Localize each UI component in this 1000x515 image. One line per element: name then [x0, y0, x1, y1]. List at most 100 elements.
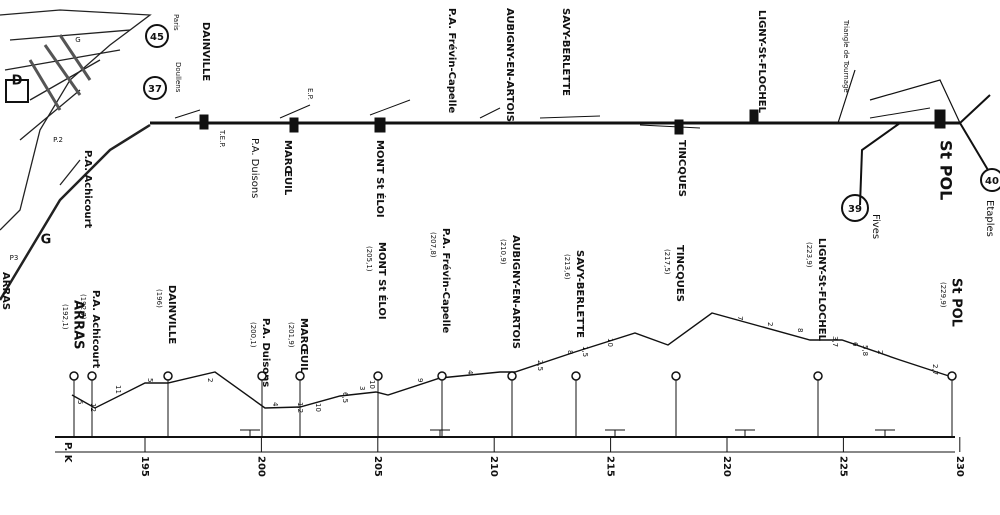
station-pk: (217,5) — [663, 249, 671, 275]
station-pk: (196) — [155, 289, 163, 308]
station-name: MONT St ÉLOI — [376, 242, 389, 320]
schematic-label: TINCQUES — [676, 140, 687, 197]
schematic-label: P3 — [10, 254, 19, 262]
station-pk: (207,8) — [429, 232, 437, 258]
station-pk: (192,1) — [61, 304, 69, 330]
gradient-label: 12 — [89, 403, 97, 412]
gradient-label: 2 — [206, 378, 214, 382]
axis-tick-label: 200 — [255, 456, 266, 477]
station-name: TINCQUES — [674, 245, 685, 302]
station-dot — [813, 371, 823, 381]
schematic-label: G — [75, 36, 80, 44]
gradient-label: 8 — [796, 328, 804, 332]
station-pk: (229,9) — [939, 282, 947, 308]
gradient-label: 5 — [76, 400, 84, 404]
schematic-label: T.E.P. — [218, 129, 226, 148]
schematic-label: Doullens — [174, 62, 182, 93]
station-pk: (192,7) — [79, 294, 87, 320]
station-dot — [257, 371, 267, 381]
station-pk: (200,1) — [249, 322, 257, 348]
axis-tick-label: 225 — [837, 456, 848, 477]
station-dot — [87, 371, 97, 381]
schematic-label: DAINVILLE — [200, 22, 211, 81]
station-dot — [437, 371, 447, 381]
schematic-label: SAVY-BERLETTE — [560, 8, 571, 96]
route-circles — [5, 24, 1000, 222]
gradient-label: 2,7 — [931, 364, 939, 375]
schematic-label: AUBIGNY-EN-ARTOIS — [504, 8, 515, 122]
axis-tick-label: 205 — [372, 456, 383, 477]
schematic-label: Etaples — [984, 200, 995, 237]
gradient-label: 10 — [606, 338, 614, 347]
schematic-label: P.A. Frévin-Capelle — [446, 8, 458, 114]
station-name: AUBIGNY-EN-ARTOIS — [510, 235, 521, 349]
station-dot — [295, 371, 305, 381]
station-name: LIGNY-St-FLOCHEL — [816, 238, 827, 342]
station-name: P.A. Frévin-Capelle — [440, 228, 452, 334]
axis-tick-label: 195 — [139, 456, 150, 477]
station-pk: (205,1) — [365, 246, 373, 272]
schematic-label: MARŒUIL — [282, 140, 293, 196]
schematic-label: Fives — [870, 214, 881, 239]
schematic-label: P.2 — [53, 136, 63, 144]
axis-tick-label: 220 — [721, 456, 732, 477]
axis-tick-label: 215 — [605, 456, 616, 477]
station-dot — [163, 371, 173, 381]
gradient-label: 2 — [876, 350, 884, 354]
station-name: ARRAS — [71, 300, 86, 350]
station-name: MARŒUIL — [298, 318, 309, 374]
schematic-label: 45 — [150, 32, 164, 43]
gradient-label: 5,8 — [861, 345, 869, 356]
station-dot — [373, 371, 383, 381]
schematic-label: 37 — [148, 84, 162, 95]
station-dot — [69, 371, 79, 381]
schematic-label: Paris — [172, 14, 180, 31]
gradient-label: 3,7 — [831, 336, 839, 347]
gradient-label: 4 — [271, 402, 279, 407]
axis-label: P. K — [62, 442, 73, 464]
gradient-label: 2 — [766, 322, 774, 326]
gradient-label: 7 — [736, 316, 744, 320]
schematic-label: St POL — [937, 140, 956, 200]
station-dot — [571, 371, 581, 381]
gradient-label: 1,5 — [581, 346, 589, 357]
gradient-label: 10 — [368, 380, 376, 389]
axis-tick-label: 210 — [488, 456, 499, 477]
station-pk: (223,9) — [805, 242, 813, 268]
gradient-label: 1,2 — [296, 402, 304, 413]
gradient-label: 3 — [358, 386, 366, 390]
gradient-label: 4 — [466, 370, 474, 375]
schematic-label: G — [41, 233, 52, 248]
schematic-label: 40 — [985, 176, 999, 187]
station-pk: (210,9) — [499, 239, 507, 265]
gradient-label: 11 — [114, 385, 122, 394]
main-line — [150, 69, 991, 206]
schematic-label: LIGNY-St-FLOCHEL — [756, 10, 767, 114]
station-dot — [947, 371, 957, 381]
gradient-label: 6 — [851, 342, 859, 347]
profile-frame — [55, 429, 955, 453]
schematic-label: P.A. Duisons — [249, 138, 260, 198]
gradient-label: 8 — [566, 350, 574, 354]
schematic-label: Triangle de Tournage — [842, 19, 850, 93]
schematic-label: D — [12, 74, 23, 89]
station-pk: (213,6) — [563, 254, 571, 280]
gradient-label: 6,5 — [341, 392, 349, 403]
schematic-label: E.P. — [306, 88, 314, 100]
schematic-label: ARRAS — [0, 272, 11, 310]
arras-yard — [0, 9, 152, 301]
station-name: P.A. Duisons — [260, 318, 271, 387]
gradient-label: 5 — [146, 378, 154, 382]
station-name: SAVY-BERLETTE — [574, 250, 585, 338]
gradient-label: 9 — [416, 378, 424, 382]
axis-tick-label: 230 — [954, 456, 965, 477]
station-name: St POL — [949, 278, 964, 327]
station-dot — [671, 371, 681, 381]
schematic-label: MONT St ÉLOI — [374, 140, 387, 218]
gradient-label: 2,5 — [536, 360, 544, 371]
station-pk: (201,9) — [287, 322, 295, 348]
station-dot — [507, 371, 517, 381]
schematic-label: P.A. Achicourt — [82, 150, 93, 229]
gradient-label: 10 — [314, 403, 322, 412]
